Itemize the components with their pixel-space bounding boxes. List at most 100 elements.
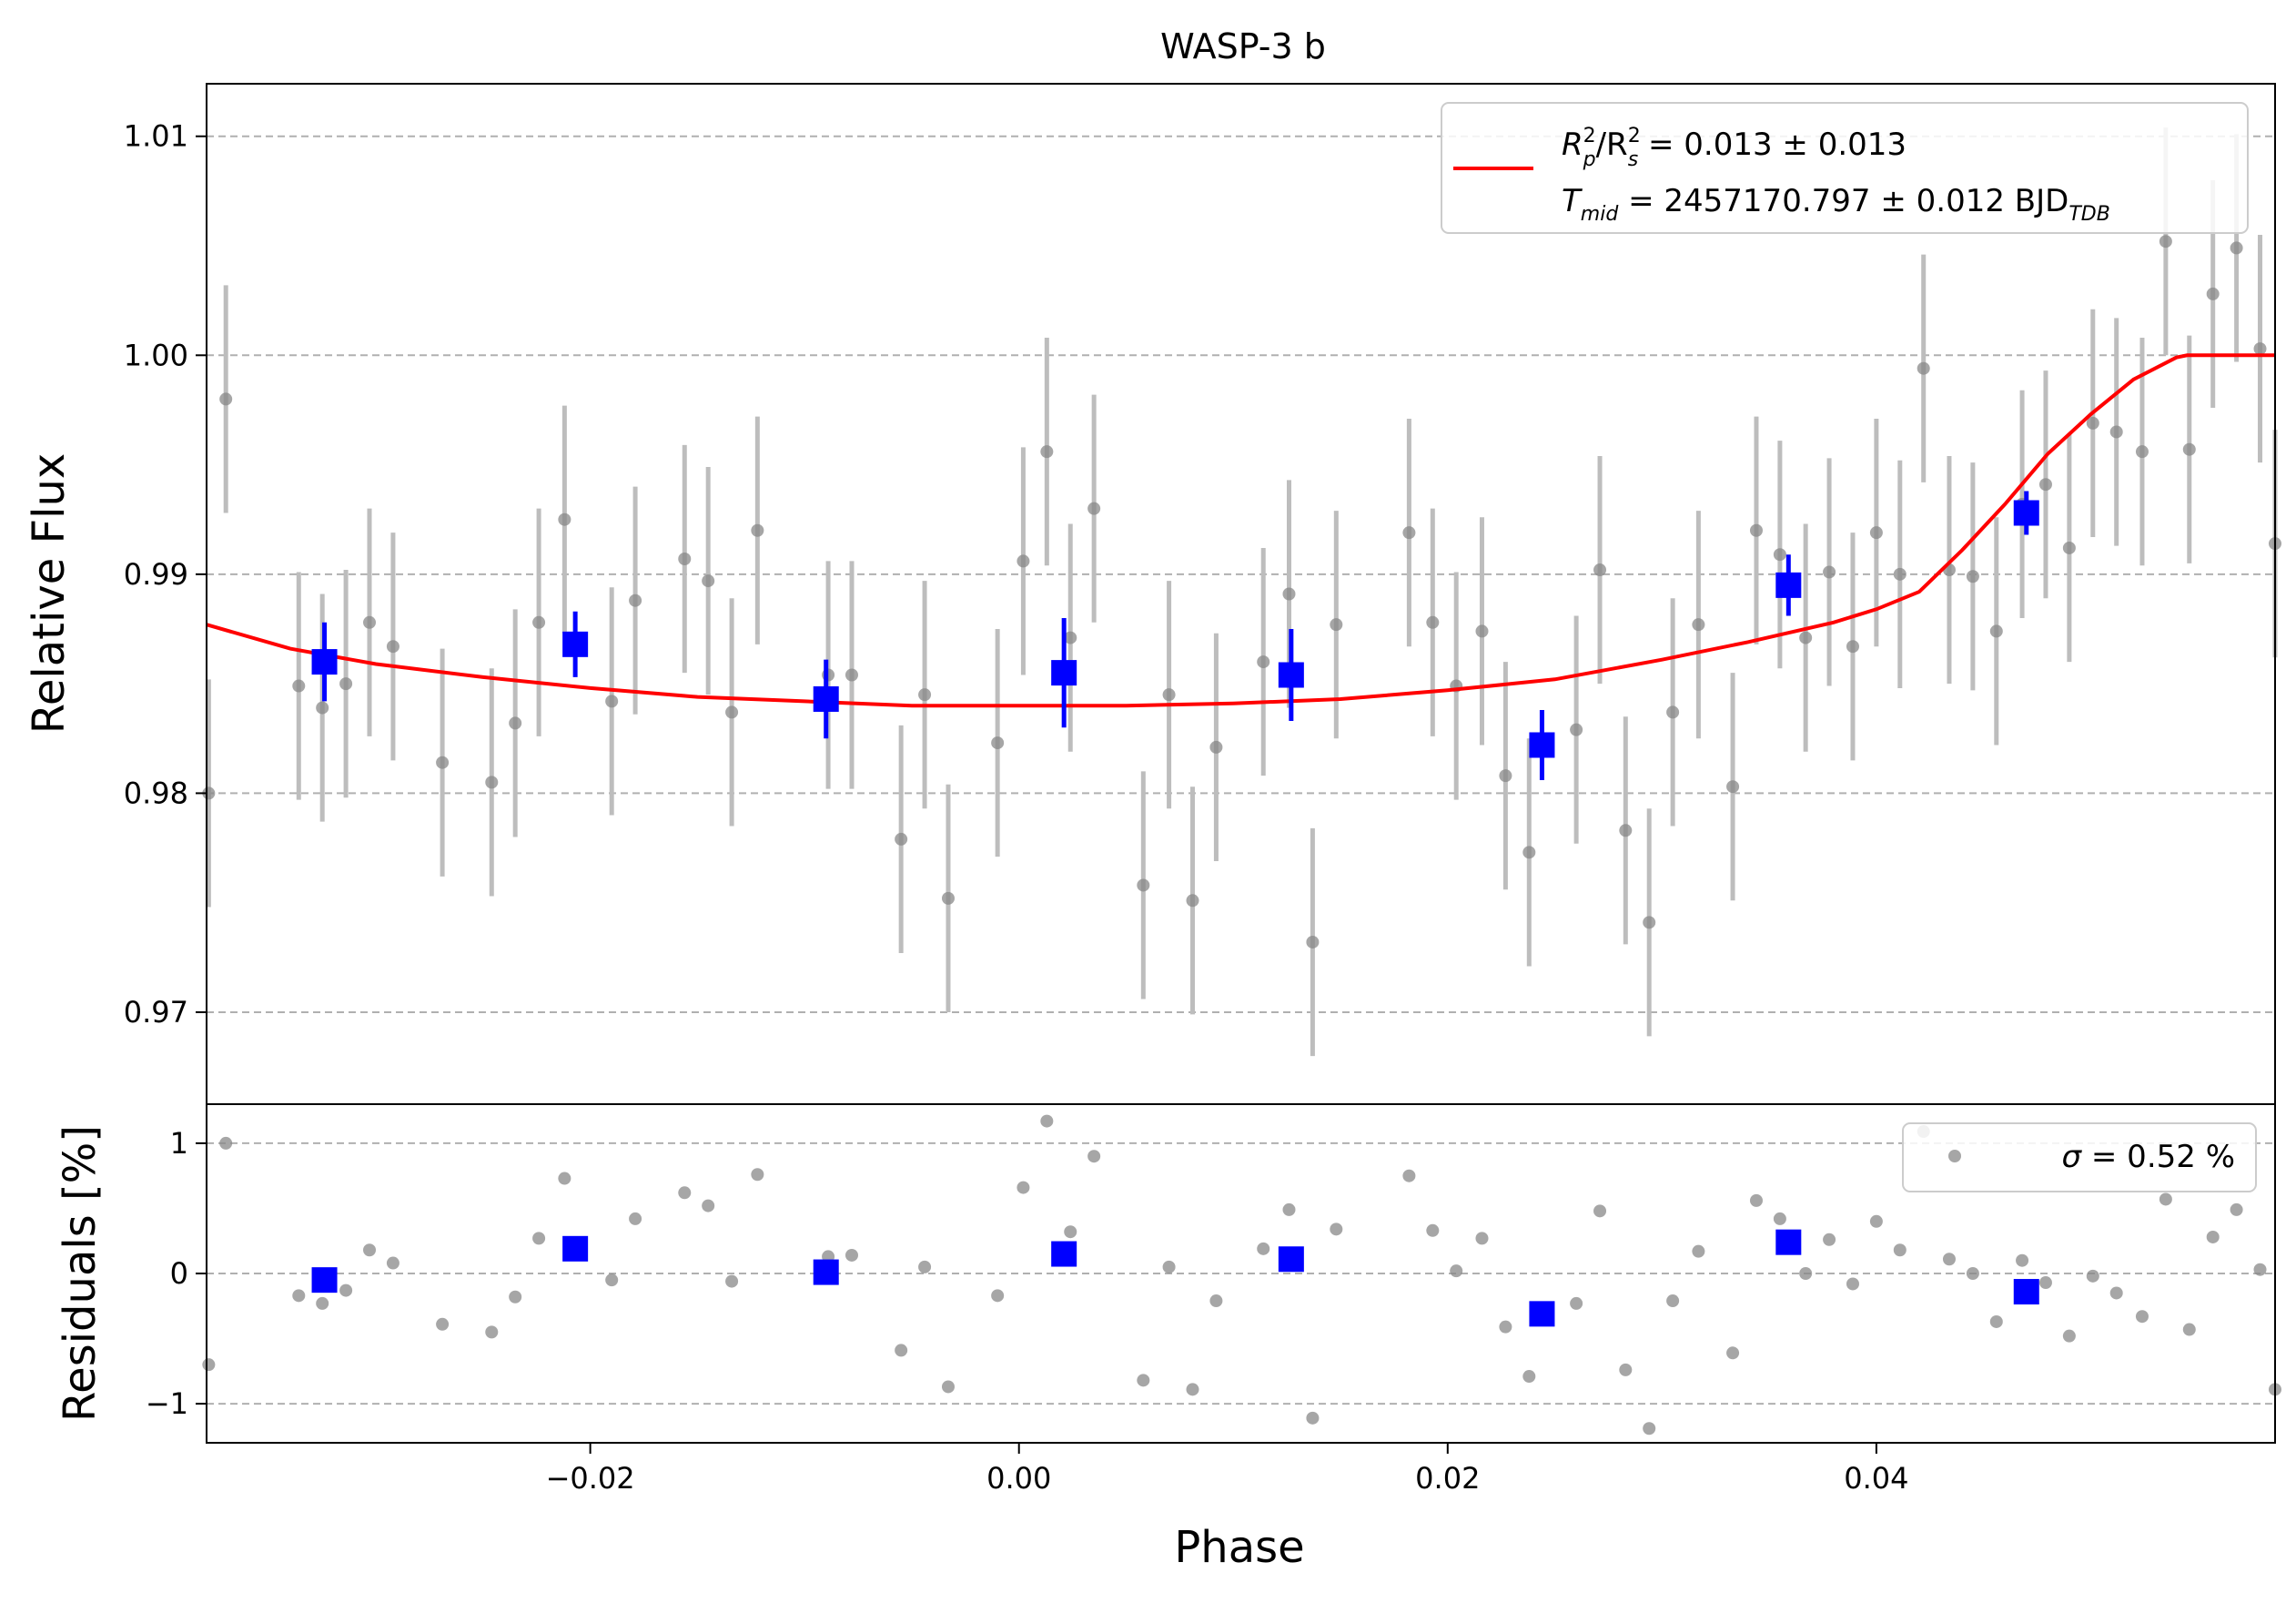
flux-data-point (485, 776, 499, 789)
flux-data-point (1017, 554, 1030, 568)
flux-data-point (751, 523, 764, 537)
flux-y-tick-label: 0.97 (124, 995, 188, 1030)
residual-data-point (1893, 1243, 1907, 1257)
residual-data-point (1749, 1193, 1763, 1207)
flux-data-point (725, 705, 739, 719)
residual-data-point (1666, 1294, 1680, 1308)
phase-x-tick-label: 0.02 (1415, 1461, 1480, 1496)
residual-data-point (2062, 1329, 2076, 1343)
flux-data-point (363, 615, 377, 629)
residual-data-point (1475, 1232, 1489, 1245)
residuals-panel: −1 0 1 −0.02 0.00 0.02 0.04 Residuals [%] Pha… (55, 1103, 2281, 1573)
residual-y-tick-label: 1 (170, 1126, 188, 1161)
residual-y-tick-label: −1 (146, 1386, 188, 1421)
flux-data-point (1570, 723, 1583, 736)
residual-binned-point (1529, 1301, 1555, 1327)
residual-data-points (202, 1114, 2281, 1436)
flux-data-point (202, 786, 216, 800)
residual-data-point (339, 1283, 353, 1297)
residual-data-point (1942, 1253, 1956, 1266)
phase-x-tick-label: 0.00 (986, 1461, 1051, 1496)
residual-data-point (1209, 1294, 1223, 1308)
residual-data-point (1570, 1296, 1583, 1310)
flux-data-point (1087, 502, 1101, 515)
flux-data-point (1330, 618, 1343, 632)
flux-data-point (1869, 526, 1883, 540)
residual-data-point (605, 1273, 619, 1287)
residual-legend: σ = 0.52 % (1902, 1122, 2257, 1192)
flux-data-point (629, 594, 642, 607)
residual-data-point (678, 1186, 692, 1200)
residual-data-point (292, 1289, 306, 1303)
flux-data-point (1593, 563, 1607, 577)
flux-data-point (1692, 618, 1705, 632)
residual-data-point (386, 1256, 400, 1270)
flux-data-point (1619, 824, 1633, 837)
flux-binned-point (1278, 662, 1304, 688)
residual-data-point (845, 1248, 858, 1262)
residual-data-point (1017, 1181, 1030, 1194)
flux-panel: 0.97 0.98 0.99 1.00 1.01 Relative Flux R2 p/R… (24, 83, 2281, 1105)
flux-data-point (678, 553, 692, 566)
residual-data-point (1402, 1169, 1416, 1182)
flux-data-point (219, 392, 233, 406)
residual-data-point (1522, 1370, 1536, 1384)
residual-data-point (629, 1212, 642, 1225)
residual-gridlines (207, 1141, 2275, 1405)
residual-data-point (1799, 1267, 1813, 1280)
residual-data-point (1726, 1346, 1740, 1360)
residual-data-point (436, 1317, 450, 1331)
flux-data-point (2109, 425, 2123, 439)
residual-binned-point (562, 1235, 589, 1262)
flux-data-point (2159, 235, 2172, 249)
residual-data-point (895, 1344, 908, 1357)
flux-data-point (1643, 916, 1656, 929)
flux-data-point (1726, 780, 1740, 794)
flux-data-point (1426, 615, 1440, 629)
flux-data-point (2253, 342, 2267, 356)
flux-data-point (509, 716, 522, 730)
phase-x-tick-label: 0.04 (1844, 1461, 1908, 1496)
flux-legend-box (1441, 102, 2249, 234)
legend-residual-swatch (1948, 1150, 1961, 1162)
residual-data-point (2086, 1269, 2099, 1283)
flux-y-tick-label: 0.99 (124, 557, 188, 592)
residual-binned-point (1278, 1246, 1304, 1273)
residual-data-point (2038, 1276, 2052, 1290)
flux-data-point (1040, 445, 1054, 459)
flux-data-point (2182, 442, 2196, 456)
flux-y-axis-label: Relative Flux (24, 453, 75, 735)
flux-data-point (1306, 935, 1320, 949)
flux-data-point (1749, 523, 1763, 537)
residual-data-point (2109, 1286, 2123, 1300)
flux-binned-point (1051, 660, 1077, 686)
residual-binned-point (1775, 1229, 1802, 1255)
flux-data-point (845, 668, 858, 682)
flux-data-point (1846, 640, 1859, 654)
flux-data-point (436, 756, 450, 769)
residual-data-point (1450, 1264, 1463, 1278)
residual-data-point (532, 1232, 546, 1245)
flux-data-point (1666, 705, 1680, 719)
residual-data-point (2159, 1192, 2172, 1206)
flux-data-point (2135, 445, 2149, 459)
residual-data-point (1989, 1314, 2003, 1328)
flux-data-point (605, 695, 619, 708)
flux-y-ticks: 0.97 0.98 0.99 1.00 1.01 (124, 119, 207, 1030)
flux-data-point (2038, 478, 2052, 492)
flux-data-point (1893, 567, 1907, 581)
residual-data-point (1306, 1411, 1320, 1425)
residual-data-point (1162, 1260, 1176, 1273)
flux-data-point (1823, 565, 1836, 579)
flux-binned-point (311, 649, 338, 675)
residual-data-point (485, 1325, 499, 1339)
flux-data-point (1282, 587, 1296, 601)
residual-data-point (991, 1289, 1005, 1303)
flux-y-tick-label: 1.01 (124, 119, 188, 154)
residual-data-point (1593, 1204, 1607, 1218)
residual-data-point (1087, 1150, 1101, 1163)
residual-binned-point (1051, 1241, 1077, 1267)
flux-data-point (1257, 655, 1270, 669)
flux-data-points (202, 235, 2281, 949)
flux-data-point (292, 679, 306, 693)
